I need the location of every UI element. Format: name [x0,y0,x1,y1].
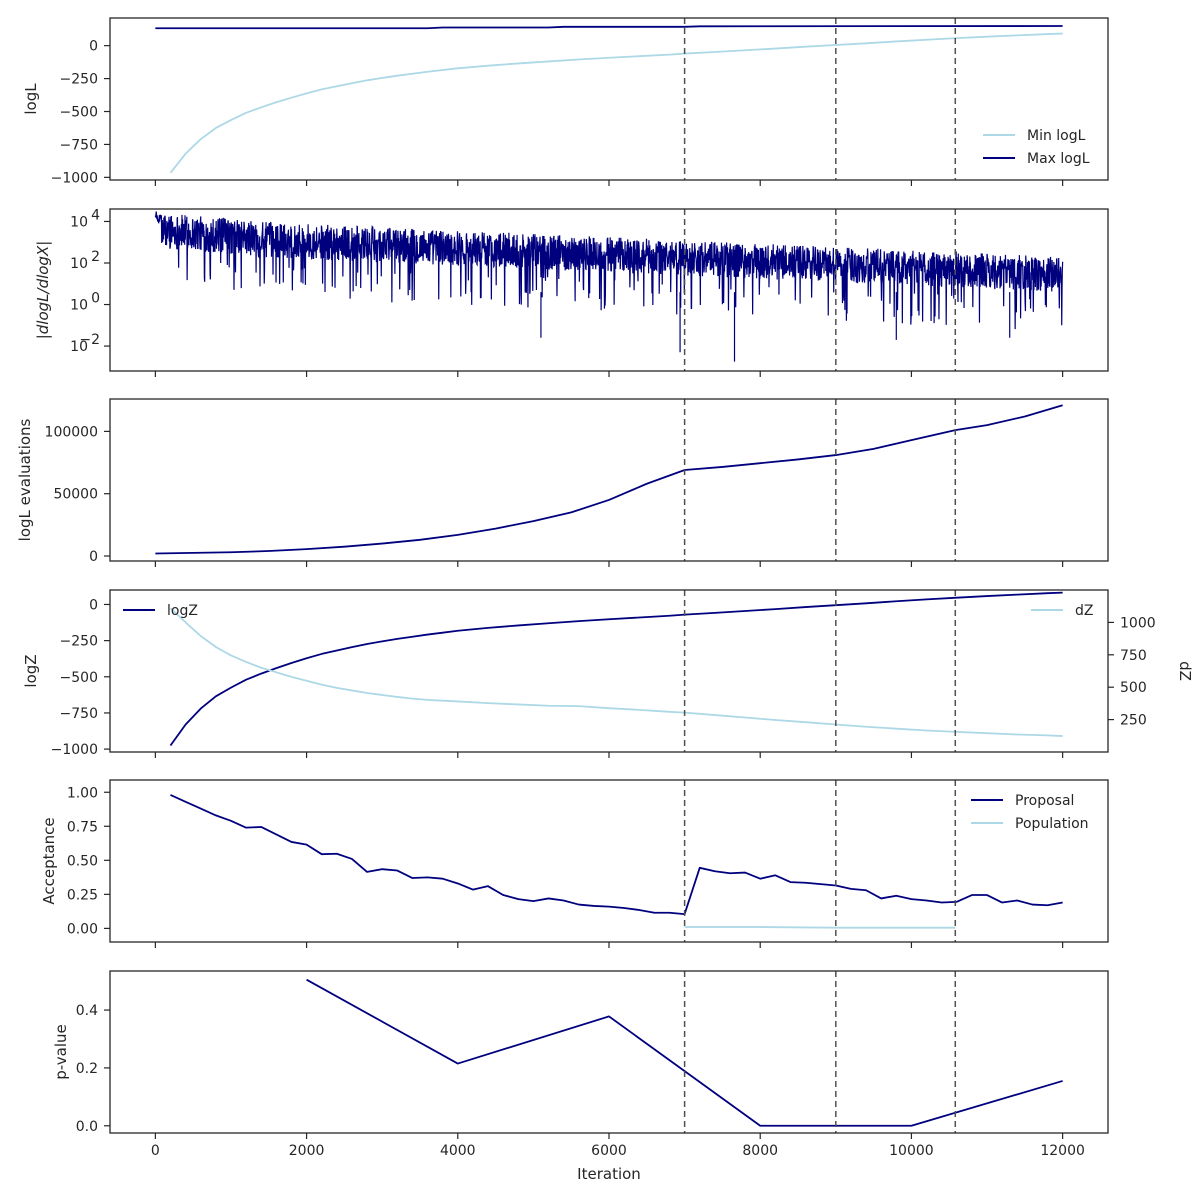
y-tick-label: 100000 [45,424,98,440]
y-tick-exponent: 2 [91,249,100,265]
x-tick-label: 10000 [889,1143,934,1159]
x-tick-label: 0 [151,1143,160,1159]
legend-label: Population [1015,816,1089,832]
y-tick-label: 10 [70,298,88,314]
x-axis-label: Iteration [577,1165,641,1183]
series-line-logz-0 [169,591,1063,747]
y-tick-label: 0.75 [67,819,98,835]
plot-area-acceptance [170,794,1063,929]
y-axis-label: logL evaluations [16,418,34,541]
y-axis-label: p-value [52,1024,70,1080]
panel-evaluations: 0 50000 100000 logL evaluations [16,398,1109,567]
y-tick-label: −500 [60,670,98,686]
panel-frame [109,17,1109,181]
legend-label: dZ [1075,603,1093,619]
y-tick-label: 0 [89,549,98,565]
legend-label: Max logL [1027,151,1090,167]
y-tick-label: 0 [89,597,98,613]
y-tick-label: 1.00 [67,785,98,801]
y-tick-label: 0.4 [76,1003,98,1019]
plot-area-evaluations [155,404,1063,555]
panel-logz: 0 −250 −500 −750 −1000 1000 750 500 250 dZ logZ log… [22,589,1194,758]
panel-frame [109,779,1109,943]
y2-tick-label: 500 [1120,680,1147,696]
series-line-logl-0 [169,32,1063,174]
legend-label: logZ [167,603,198,619]
y2-axis-label: dZ [1176,661,1194,681]
y2-tick-label: 750 [1120,648,1147,664]
panel-frame [109,398,1109,562]
y-tick-label: −750 [60,137,98,153]
panel-frame [109,589,1109,753]
x-tick-label: 2000 [289,1143,325,1159]
x-tick-label: 6000 [591,1143,627,1159]
series-gradient-line [154,211,1064,362]
y-axis-label: Acceptance [40,817,58,904]
y-tick-label: 0.00 [67,921,98,937]
y-tick-label: 0 [89,39,98,55]
panel-logl: 0 −250 −500 −750 −1000 logL Min logL Max logL [22,17,1109,186]
y-tick-label: −250 [60,72,98,88]
series-line-logz-1 [169,607,1063,737]
legend-label: Proposal [1015,793,1074,809]
y-tick-label: −1000 [51,742,98,758]
panel-frame [109,970,1109,1134]
y-tick-label: −500 [60,105,98,121]
y-axis-label: logL [22,83,40,115]
y-tick-label: −750 [60,706,98,722]
plot-area-logz [169,591,1063,747]
x-tick-label: 4000 [440,1143,476,1159]
panel-acceptance: 1.00 0.75 0.50 0.25 0.00 Acceptance Proposal Po… [40,779,1109,948]
y-tick-label: −250 [60,634,98,650]
y-tick-label: 50000 [53,487,98,503]
series-line-evaluations-0 [155,404,1063,555]
series-line-acceptance-1 [684,926,956,929]
y2-tick-label: 1000 [1120,615,1156,631]
y-axis-label: |dlogL/dlogX| [34,241,52,340]
y-tick-label: −1000 [51,170,98,186]
y-axis-label: logZ [22,654,40,687]
y-tick-exponent: 0 [91,291,100,307]
y-tick-label: 10 [70,339,88,355]
x-tick-label: 8000 [742,1143,778,1159]
y-tick-exponent: −2 [79,332,100,348]
x-tick-label: 12000 [1040,1143,1085,1159]
y-tick-exponent: 4 [91,207,100,223]
series-line-logl-1 [155,25,1063,30]
legend-label: Min logL [1027,128,1086,144]
y-tick-label: 10 [70,256,88,272]
y-tick-label: 0.2 [76,1061,98,1077]
y-tick-label: 0.25 [67,887,98,903]
plot-area-logl [155,25,1063,174]
panel-pvalue: 0 2000 4000 6000 8000 10000 12000 0.4 0.2 0.0 p-va… [52,970,1109,1159]
y-tick-label: 10 [70,214,88,230]
y-tick-label: 0.50 [67,853,98,869]
y-tick-label: 0.0 [76,1119,98,1135]
plot-area-gradient [154,211,1064,362]
y2-tick-label: 250 [1120,713,1147,729]
series-line-acceptance-0 [170,794,1063,915]
